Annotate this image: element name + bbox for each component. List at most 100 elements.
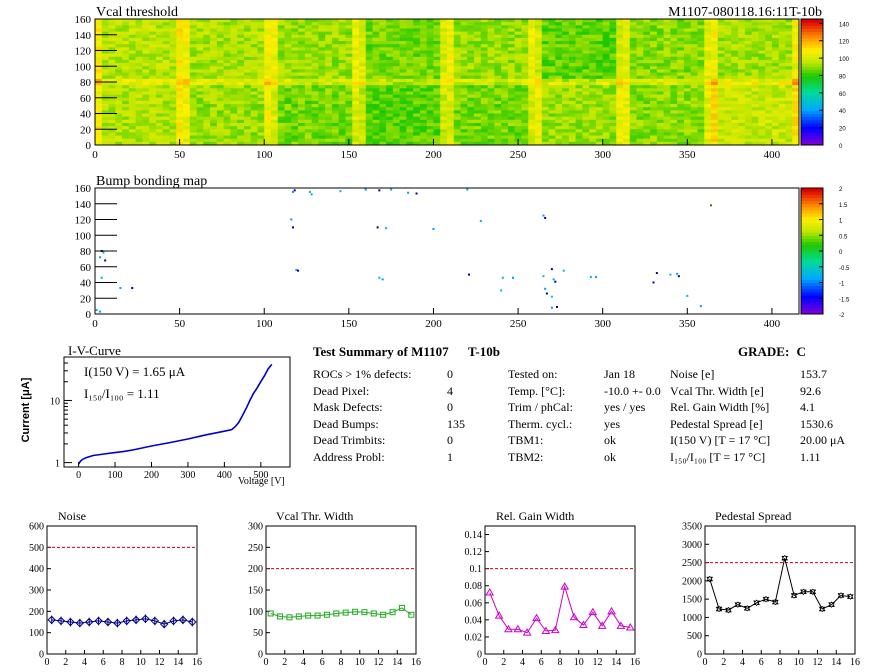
heatmap-cell: [264, 82, 272, 86]
heatmap-cell: [663, 56, 671, 61]
heatmap-cell: [392, 50, 400, 54]
heatmap-cell: [203, 91, 211, 95]
heatmap-cell: [426, 85, 434, 89]
heatmap-cell: [480, 69, 488, 73]
heatmap-cell: [683, 97, 691, 102]
heatmap-cell: [650, 25, 658, 29]
heatmap-cell: [704, 59, 712, 64]
heatmap-cell: [338, 116, 346, 121]
heatmap-cell: [264, 97, 272, 102]
heatmap-cell: [372, 59, 380, 64]
heatmap-cell: [460, 138, 468, 143]
heatmap-cell: [528, 141, 536, 146]
heatmap-cell: [623, 97, 631, 102]
heatmap-cell: [325, 56, 333, 61]
heatmap-cell: [223, 66, 231, 70]
summary-col2-labels: Tested on: Temp. [°C]: Trim / phCal: The…: [508, 366, 573, 465]
heatmap-cell: [325, 116, 333, 121]
heatmap-cell: [433, 141, 441, 146]
heatmap-cell: [223, 44, 231, 48]
heatmap-cell: [365, 110, 373, 114]
heatmap-cell: [95, 85, 103, 89]
heatmap-cell: [771, 110, 779, 114]
heatmap-cell: [183, 113, 191, 117]
heatmap-cell: [656, 91, 664, 95]
heatmap-cell: [643, 25, 651, 29]
heatmap-cell: [223, 25, 231, 29]
heatmap-cell: [426, 44, 434, 48]
heatmap-cell: [562, 100, 570, 105]
heatmap-cell: [562, 132, 570, 136]
heatmap-cell: [318, 122, 326, 127]
heatmap-cell: [271, 37, 279, 42]
heatmap-cell: [365, 132, 373, 136]
heatmap-cell: [535, 119, 543, 124]
heatmap-cell: [677, 66, 685, 70]
heatmap-cell: [656, 100, 664, 105]
heatmap-cell: [311, 37, 319, 42]
heatmap-cell: [128, 22, 136, 26]
colorbar-band: [801, 210, 823, 214]
heatmap-cell: [507, 37, 515, 42]
data-point: [828, 601, 836, 609]
heatmap-cell: [453, 31, 461, 36]
heatmap-cell: [623, 85, 631, 89]
y-tick-label: 100: [75, 61, 92, 73]
heatmap-cell: [514, 129, 522, 133]
heatmap-cell: [196, 116, 204, 121]
heatmap-cell: [595, 25, 603, 29]
heatmap-cell: [697, 34, 705, 39]
heatmap-cell: [711, 138, 719, 143]
heatmap-cell: [189, 19, 197, 23]
heatmap-cell: [501, 110, 509, 114]
x-tick-label: 0: [92, 149, 98, 161]
heatmap-cell: [203, 63, 211, 67]
heatmap-cell: [318, 78, 326, 83]
heatmap-cell: [95, 72, 103, 76]
heatmap-cell: [345, 22, 353, 26]
heatmap-cell: [501, 50, 509, 54]
heatmap-cell: [758, 82, 766, 86]
heatmap-cell: [629, 126, 637, 130]
heatmap-cell: [440, 135, 448, 139]
heatmap-cell: [365, 104, 373, 108]
heatmap-cell: [629, 69, 637, 73]
heatmap-cell: [765, 34, 773, 39]
heatmap-cell: [128, 94, 136, 99]
heatmap-cell: [216, 82, 224, 86]
heatmap-cell: [413, 66, 421, 70]
heatmap-cell: [406, 91, 414, 95]
heatmap-cell: [677, 138, 685, 143]
heatmap-cell: [183, 66, 191, 70]
heatmap-cell: [176, 41, 184, 45]
heatmap-cell: [501, 34, 509, 39]
heatmap-cell: [264, 88, 272, 92]
heatmap-cell: [589, 37, 597, 42]
heatmap-cell: [203, 82, 211, 86]
heatmap-cell: [677, 53, 685, 58]
heatmap-cell: [643, 37, 651, 42]
y-tick-label: 250: [248, 543, 263, 554]
heatmap-cell: [501, 129, 509, 133]
heatmap-cell: [277, 59, 285, 64]
heatmap-cell: [419, 88, 427, 92]
heatmap-cell: [575, 97, 583, 102]
heatmap-cell: [690, 132, 698, 136]
heatmap-cell: [535, 22, 543, 26]
heatmap-cell: [677, 72, 685, 76]
heatmap-cell: [155, 107, 163, 111]
heatmap-cell: [670, 19, 678, 23]
heatmap-cell: [325, 141, 333, 146]
colorbar-band: [801, 241, 823, 246]
heatmap-cell: [345, 63, 353, 67]
x-tick-label: 12: [155, 657, 165, 668]
heatmap-cell: [744, 104, 752, 108]
heatmap-cell: [243, 50, 251, 54]
heatmap-cell: [575, 56, 583, 61]
heatmap-cell: [433, 25, 441, 29]
heatmap-cell: [771, 19, 779, 23]
heatmap-cell: [257, 22, 265, 26]
heatmap-cell: [792, 135, 800, 139]
heatmap-cell: [352, 122, 360, 127]
heatmap-cell: [582, 135, 590, 139]
